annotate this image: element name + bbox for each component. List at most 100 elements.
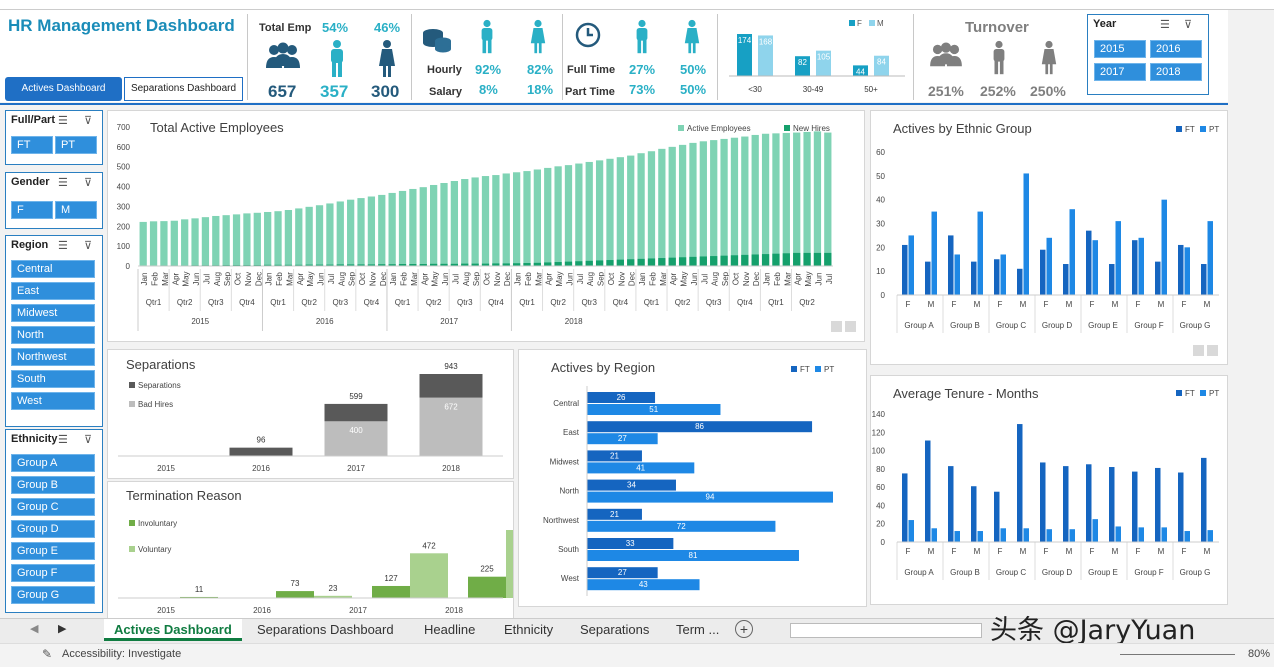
- clear-filter-icon[interactable]: ⊽: [84, 114, 92, 127]
- bar-new-hires: [617, 260, 624, 266]
- year-tick-label: 2015: [191, 317, 209, 326]
- fullpart-ft[interactable]: FT: [11, 136, 53, 154]
- ethnicity-item-group-f[interactable]: Group F: [11, 564, 95, 582]
- multiselect-icon[interactable]: ☰: [58, 176, 68, 189]
- ethnicity-item-group-a[interactable]: Group A: [11, 454, 95, 472]
- month-tick-label: Feb: [400, 272, 409, 286]
- horizontal-scrollbar[interactable]: [790, 623, 982, 638]
- month-tick-label: Feb: [275, 272, 284, 286]
- y-tick-label: 140: [872, 410, 886, 419]
- accessibility-icon[interactable]: ✎: [42, 647, 52, 661]
- year-2017[interactable]: 2017: [1094, 63, 1146, 81]
- ethnicity-slicer: Ethnicity ☰ ⊽ Group A Group B Group C Group…: [5, 429, 103, 613]
- bar-pt: [1093, 519, 1099, 542]
- bar-ft: [971, 262, 977, 295]
- zoom-level[interactable]: 80%: [1248, 648, 1270, 660]
- subcat-tick-label: M: [1066, 300, 1073, 309]
- legend-swatch-ft: [1176, 126, 1182, 132]
- bar-active-employees: [575, 164, 582, 266]
- ethnicity-slicer-title: Ethnicity: [11, 433, 57, 445]
- month-tick-label: Apr: [171, 272, 180, 285]
- month-tick-label: Feb: [773, 272, 782, 286]
- ethnicity-item-group-g[interactable]: Group G: [11, 586, 95, 604]
- bar-active-employees: [689, 143, 696, 266]
- legend-label-pt: PT: [1209, 125, 1219, 134]
- sheet-tab-separations[interactable]: Separations: [570, 619, 659, 641]
- gender-m[interactable]: M: [55, 201, 97, 219]
- sheet-tab-term[interactable]: Term ...: [666, 619, 729, 641]
- tab-scroll-left-icon[interactable]: ◀: [30, 622, 38, 635]
- gender-slicer: Gender ☰ ⊽ F M: [5, 172, 103, 229]
- bar-pt: [955, 531, 961, 542]
- bar-ft: [948, 235, 954, 295]
- multiselect-icon[interactable]: ☰: [58, 239, 68, 252]
- clear-filter-icon[interactable]: ⊽: [1184, 18, 1192, 31]
- bar-ft: [1132, 472, 1138, 542]
- y-tick-label: 0: [881, 291, 886, 300]
- bar-active-employees: [658, 149, 665, 266]
- group-tick-label: Group G: [1180, 321, 1211, 330]
- month-tick-label: Nov: [493, 272, 502, 286]
- group-tick-label: Group F: [1134, 568, 1163, 577]
- quarter-tick-label: Qtr3: [208, 298, 224, 307]
- sheet-tab-actives[interactable]: Actives Dashboard: [104, 619, 242, 641]
- bar-new-hires: [575, 261, 582, 266]
- ethnicity-item-group-d[interactable]: Group D: [11, 520, 95, 538]
- tab-separations-dashboard[interactable]: Separations Dashboard: [124, 77, 243, 101]
- value-label-inner: 672: [444, 403, 458, 412]
- bar-active-employees: [399, 191, 406, 266]
- age-label-m: 105: [817, 53, 831, 62]
- bar-ft: [1155, 262, 1161, 295]
- region-item-northwest[interactable]: Northwest: [11, 348, 95, 366]
- legend-swatch-active: [678, 125, 684, 131]
- female-pct: 46%: [374, 20, 400, 35]
- region-item-north[interactable]: North: [11, 326, 95, 344]
- region-item-central[interactable]: Central: [11, 260, 95, 278]
- multiselect-icon[interactable]: ☰: [1160, 18, 1170, 31]
- multiselect-icon[interactable]: ☰: [58, 114, 68, 127]
- bar-pt: [1139, 527, 1145, 542]
- zoom-slider[interactable]: [1120, 654, 1235, 655]
- add-sheet-icon[interactable]: +: [735, 620, 753, 638]
- bar-pt: [1162, 527, 1168, 542]
- multiselect-icon[interactable]: ☰: [58, 433, 68, 446]
- accessibility-status[interactable]: Accessibility: Investigate: [62, 648, 181, 660]
- month-tick-label: Jul: [576, 274, 585, 284]
- ethnicity-item-group-b[interactable]: Group B: [11, 476, 95, 494]
- region-item-east[interactable]: East: [11, 282, 95, 300]
- tab-scroll-right-icon[interactable]: ▶: [58, 622, 66, 635]
- ethnicity-item-group-c[interactable]: Group C: [11, 498, 95, 516]
- y-tick-label: 100: [872, 447, 886, 456]
- tab-actives-dashboard[interactable]: Actives Dashboard: [5, 77, 122, 101]
- hourly-label: Hourly: [427, 64, 462, 76]
- region-item-south[interactable]: South: [11, 370, 95, 388]
- bar-active-employees: [741, 137, 748, 266]
- year-tick-label: 2018: [565, 317, 583, 326]
- sheet-tab-separations-dashboard[interactable]: Separations Dashboard: [247, 619, 404, 641]
- year-2015[interactable]: 2015: [1094, 40, 1146, 58]
- gender-f[interactable]: F: [11, 201, 53, 219]
- region-item-west[interactable]: West: [11, 392, 95, 410]
- year-2018[interactable]: 2018: [1150, 63, 1202, 81]
- sheet-tab-ethnicity[interactable]: Ethnicity: [494, 619, 563, 641]
- region-item-midwest[interactable]: Midwest: [11, 304, 95, 322]
- ethnicity-item-group-e[interactable]: Group E: [11, 542, 95, 560]
- month-tick-label: May: [306, 271, 315, 286]
- subcat-tick-label: M: [1020, 300, 1027, 309]
- bar-active-employees: [720, 139, 727, 266]
- clear-filter-icon[interactable]: ⊽: [84, 239, 92, 252]
- year-2016[interactable]: 2016: [1150, 40, 1202, 58]
- year-tick-label: 2017: [440, 317, 458, 326]
- clear-filter-icon[interactable]: ⊽: [84, 433, 92, 446]
- bar-new-hires: [658, 258, 665, 266]
- quarter-tick-label: Qtr2: [426, 298, 442, 307]
- subcat-tick-label: M: [1066, 547, 1073, 556]
- group-tick-label: Group B: [950, 568, 980, 577]
- sheet-tab-headline[interactable]: Headline: [414, 619, 485, 641]
- clear-filter-icon[interactable]: ⊽: [84, 176, 92, 189]
- fullpart-pt[interactable]: PT: [55, 136, 97, 154]
- year-tick-label: 2016: [253, 606, 271, 615]
- legend-swatch-ft: [791, 366, 797, 372]
